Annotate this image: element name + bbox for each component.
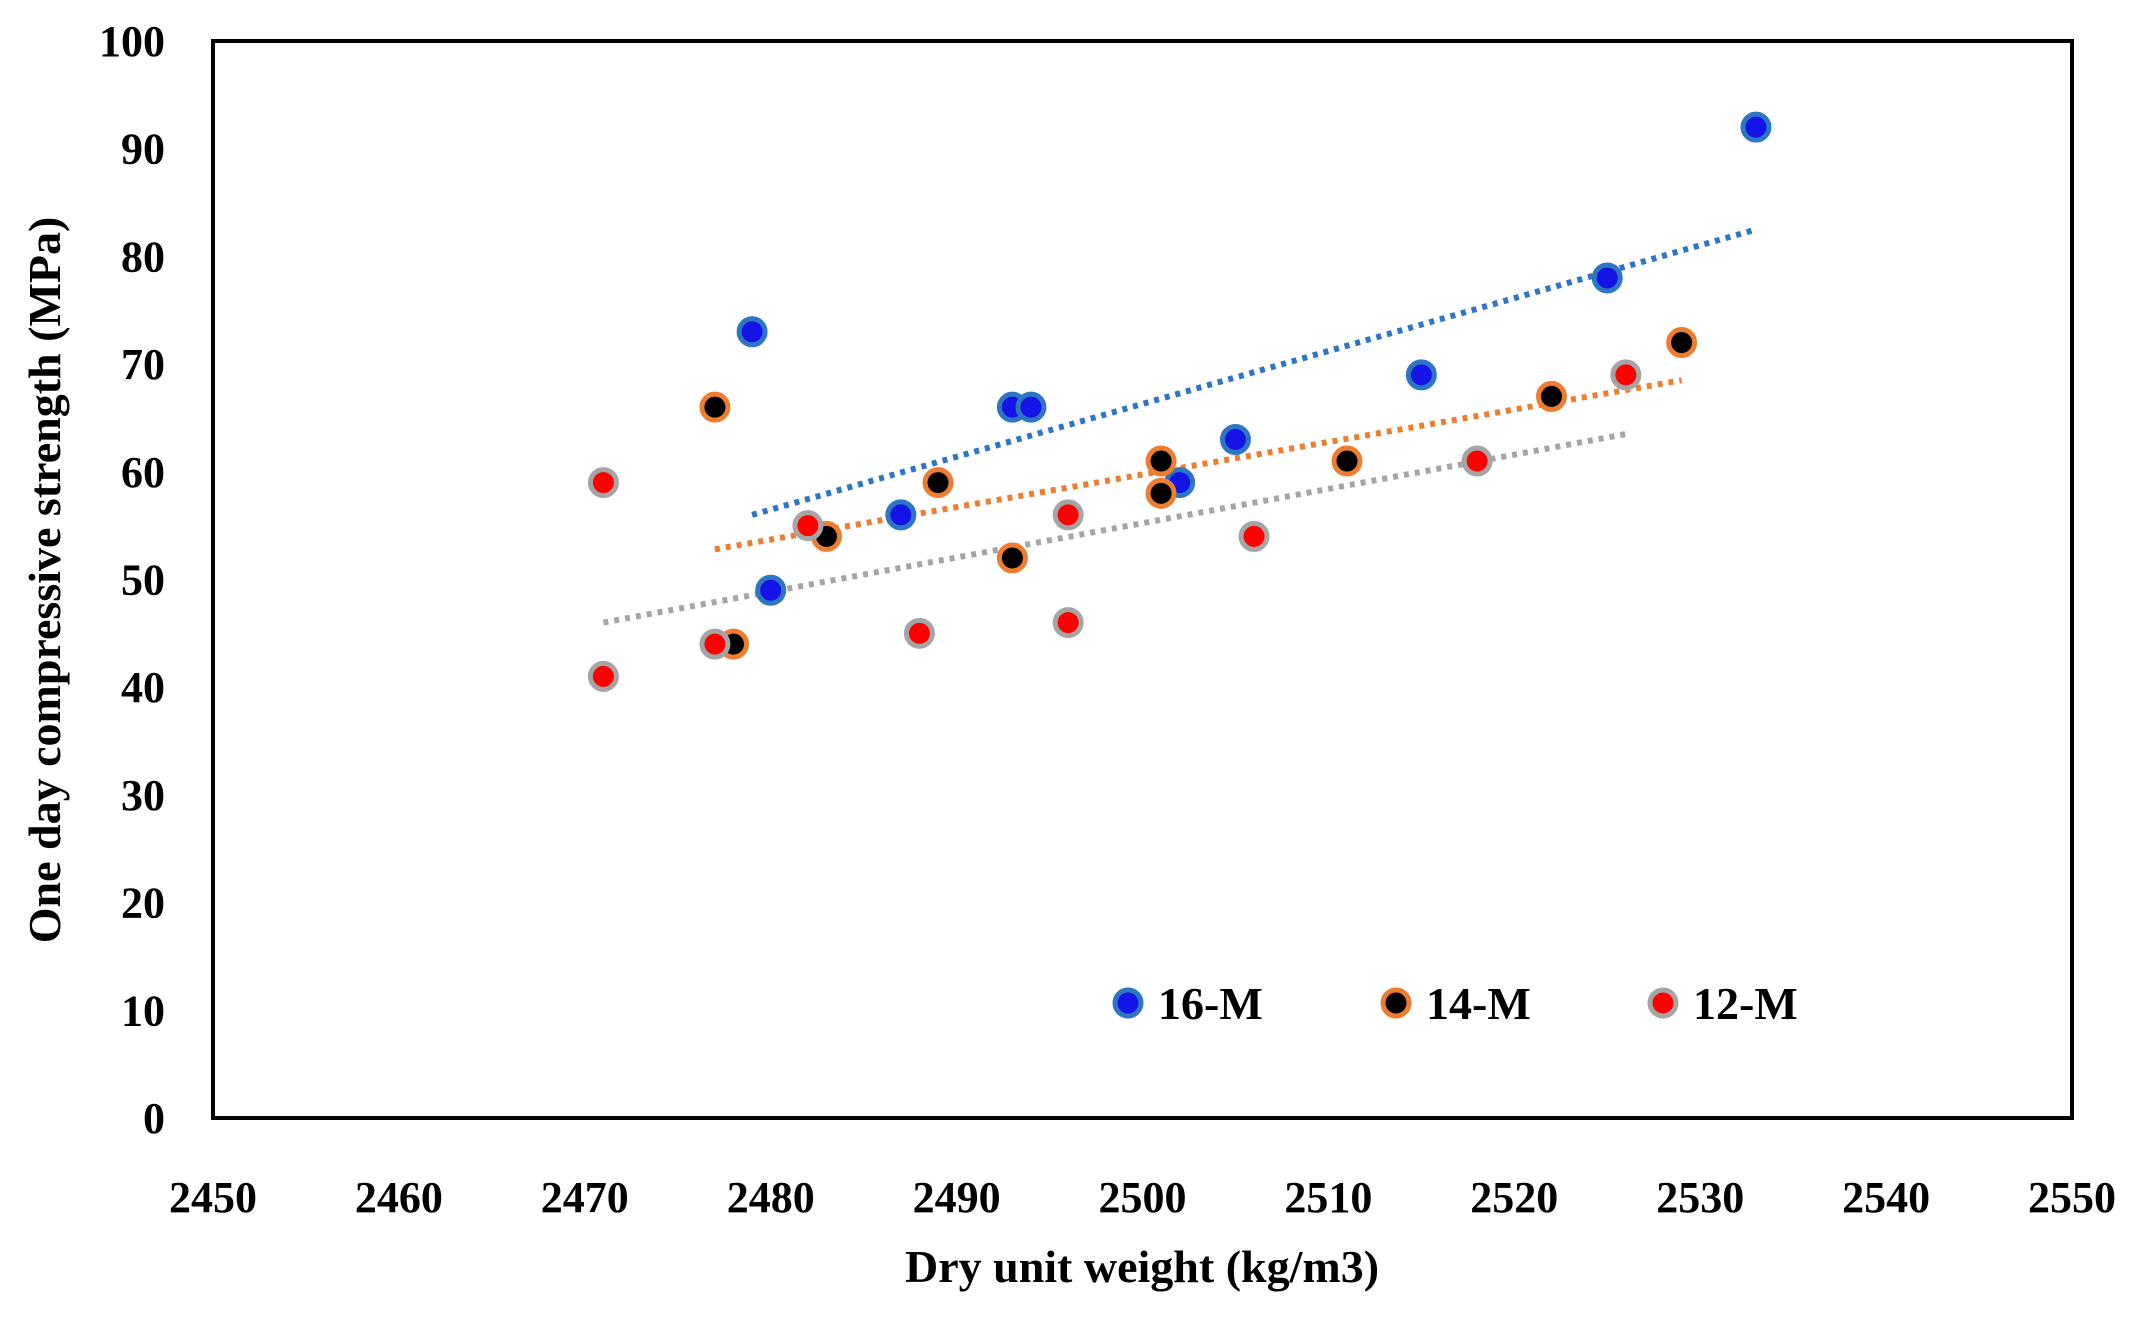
x-tick-label: 2480 xyxy=(727,1173,815,1222)
data-point-14-m xyxy=(996,542,1028,574)
y-tick-label: 10 xyxy=(121,986,165,1035)
x-tick-label: 2490 xyxy=(913,1173,1001,1222)
data-point-12-m xyxy=(587,467,619,499)
data-point-16-m xyxy=(1015,391,1047,423)
y-tick-label: 80 xyxy=(121,232,165,281)
data-point-16-m xyxy=(1591,262,1623,294)
y-tick-label: 30 xyxy=(121,771,165,820)
data-point-16-m xyxy=(1405,359,1437,391)
y-tick-label: 60 xyxy=(121,448,165,497)
data-point-16-m xyxy=(1740,111,1772,143)
data-point-12-m xyxy=(1238,520,1270,552)
legend: 16-M 14-M 12-M xyxy=(1112,978,1798,1029)
y-tick-label: 70 xyxy=(121,340,165,389)
data-point-14-m xyxy=(699,391,731,423)
legend-label-12-m: 12-M xyxy=(1693,978,1798,1029)
y-tick-label: 90 xyxy=(121,125,165,174)
data-point-16-m xyxy=(736,316,768,348)
data-point-14-m xyxy=(1331,445,1363,477)
y-tick-label: 40 xyxy=(121,663,165,712)
data-point-12-m xyxy=(792,510,824,542)
data-point-16-m xyxy=(885,499,917,531)
data-points xyxy=(587,111,1772,692)
y-tick-label: 0 xyxy=(143,1094,165,1143)
data-point-12-m xyxy=(587,660,619,692)
x-tick-label: 2520 xyxy=(1470,1173,1558,1222)
data-point-12-m xyxy=(1461,445,1493,477)
y-tick-label: 100 xyxy=(99,17,165,66)
data-point-14-m xyxy=(1145,445,1177,477)
trendlines xyxy=(602,226,1757,626)
trendline-14-m xyxy=(714,377,1683,553)
legend-marker-16-m xyxy=(1112,987,1144,1019)
data-point-12-m xyxy=(1052,499,1084,531)
x-tick-label: 2510 xyxy=(1284,1173,1372,1222)
x-tick-label: 2450 xyxy=(169,1173,257,1222)
x-axis-title: Dry unit weight (kg/m3) xyxy=(905,1241,1379,1292)
y-tick-label: 20 xyxy=(121,879,165,928)
x-axis-ticks: 2450 2460 2470 2480 2490 2500 2510 2520 2530 2540… xyxy=(169,1173,2116,1222)
x-tick-label: 2470 xyxy=(541,1173,629,1222)
data-point-14-m xyxy=(1535,380,1567,412)
plot-area-frame xyxy=(211,39,2074,1120)
data-point-12-m xyxy=(903,617,935,649)
y-axis-ticks: 0 10 20 30 40 50 60 70 80 90 100 xyxy=(99,17,165,1143)
data-point-14-m xyxy=(1145,477,1177,509)
legend-marker-14-m xyxy=(1380,987,1412,1019)
x-tick-label: 2460 xyxy=(355,1173,443,1222)
x-tick-label: 2530 xyxy=(1656,1173,1744,1222)
trendline-12-m xyxy=(602,431,1627,626)
legend-label-16-m: 16-M xyxy=(1158,978,1263,1029)
data-point-12-m xyxy=(1052,607,1084,639)
legend-label-14-m: 14-M xyxy=(1426,978,1531,1029)
data-point-14-m xyxy=(922,467,954,499)
data-point-16-m xyxy=(755,574,787,606)
x-tick-label: 2500 xyxy=(1099,1173,1187,1222)
x-tick-label: 2540 xyxy=(1842,1173,1930,1222)
data-point-12-m xyxy=(1610,359,1642,391)
data-point-14-m xyxy=(1666,327,1698,359)
y-tick-label: 50 xyxy=(121,556,165,605)
x-tick-label: 2550 xyxy=(2028,1173,2116,1222)
data-point-16-m xyxy=(1219,423,1251,455)
legend-marker-12-m xyxy=(1647,987,1679,1019)
data-point-12-m xyxy=(699,628,731,660)
y-axis-title: One day compressive strength (MPa) xyxy=(19,217,70,944)
trendline-16-m xyxy=(751,226,1757,518)
